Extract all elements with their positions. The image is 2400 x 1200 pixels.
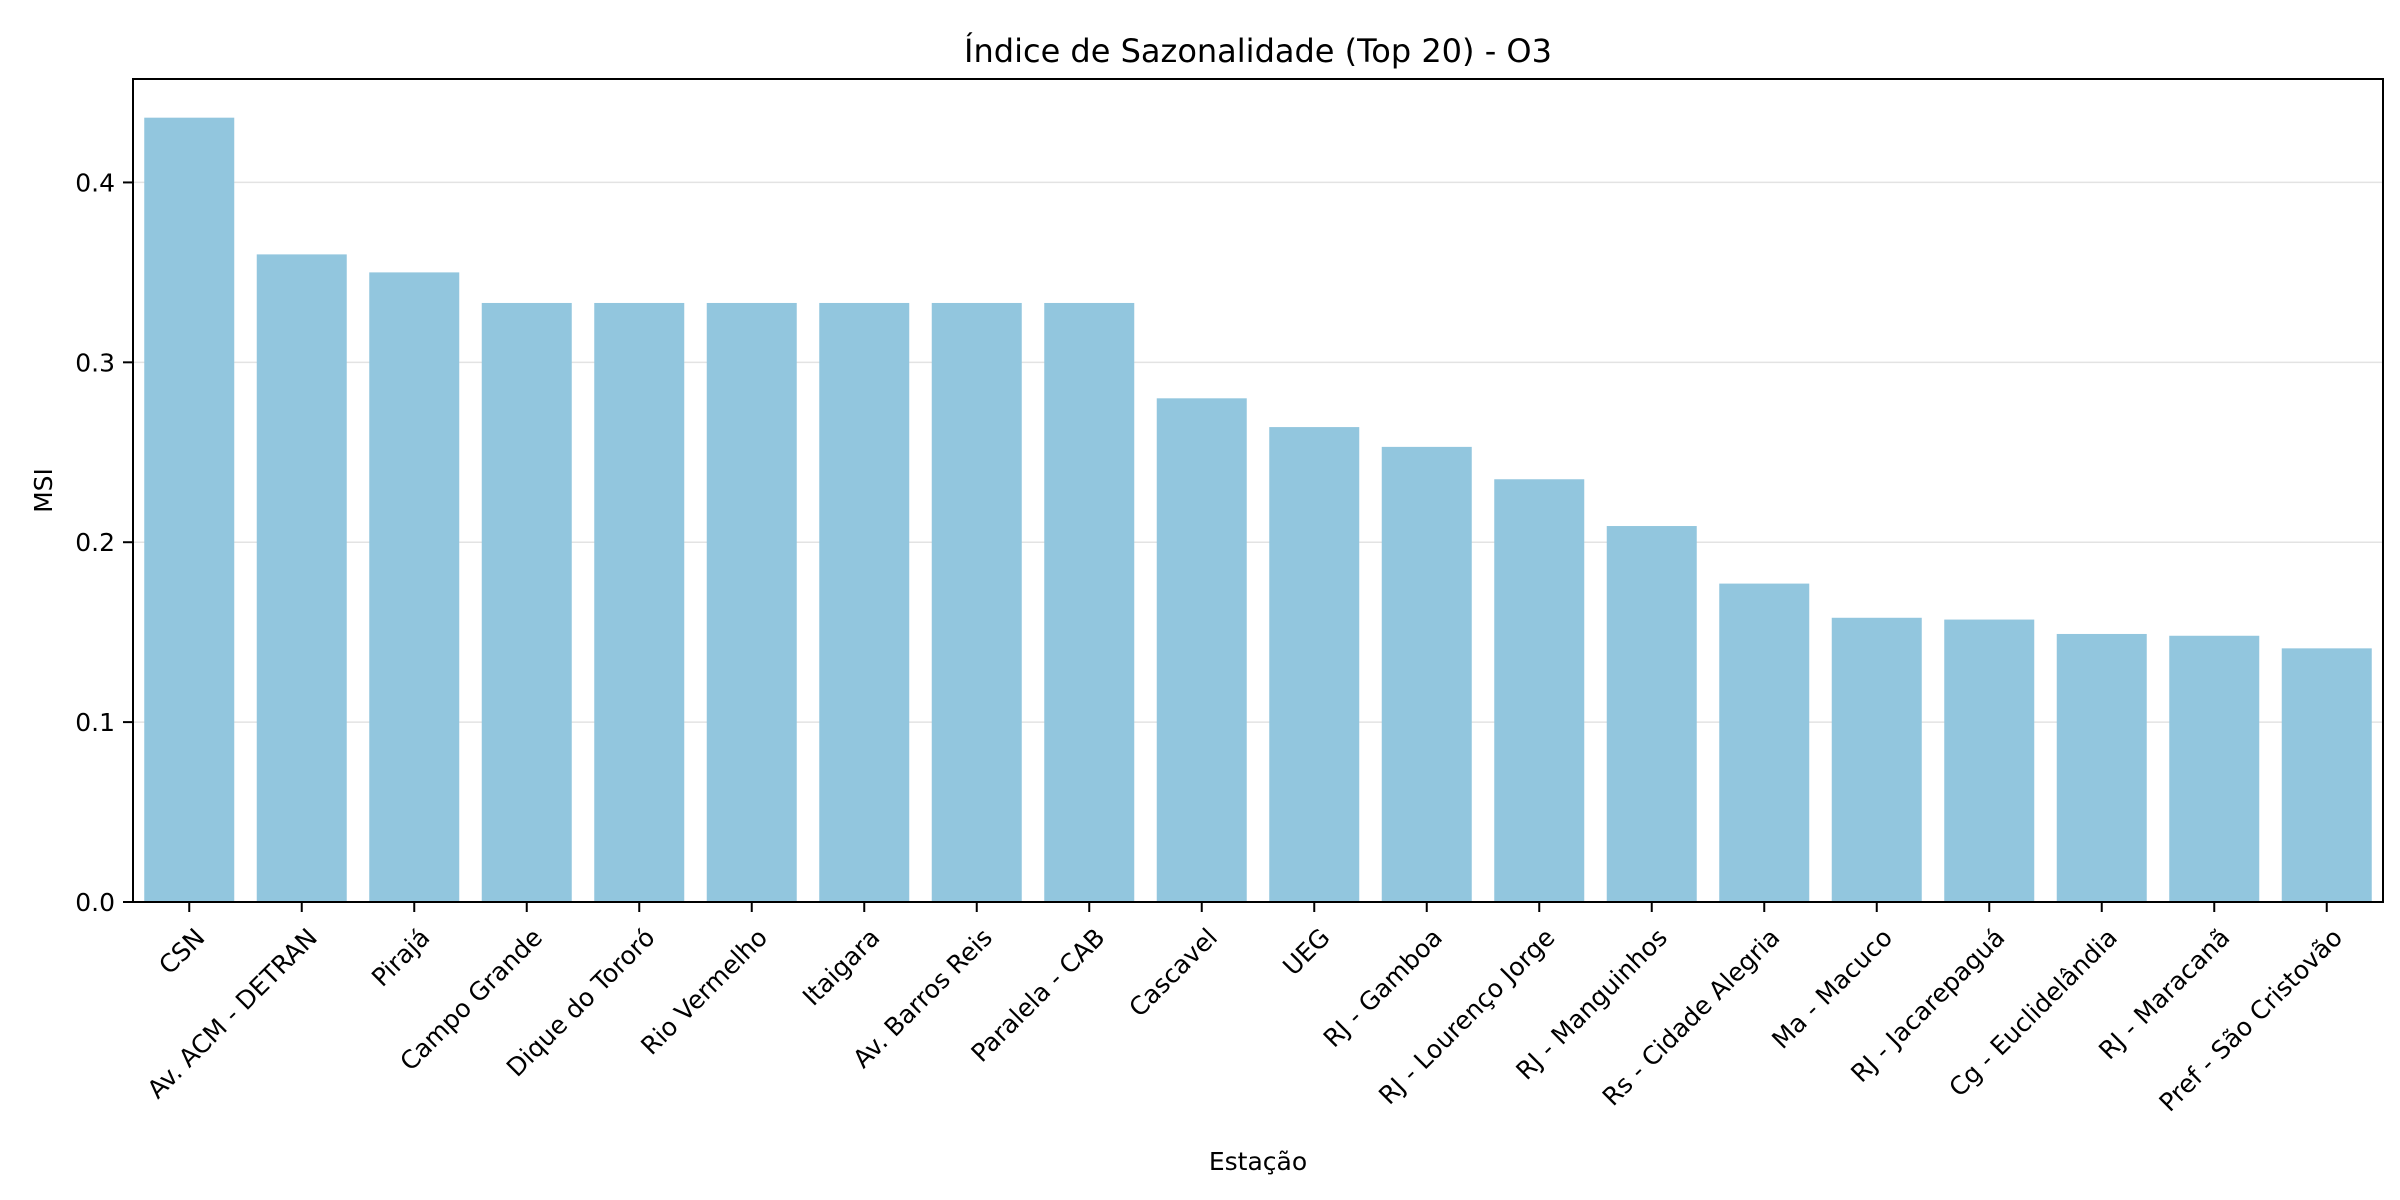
bar [144,117,235,902]
bar [931,302,1022,902]
bar [1156,398,1247,902]
y-tick-label: 0.2 [75,528,115,557]
bar [819,302,910,902]
y-tick-label: 0.1 [75,708,115,737]
bar [2169,635,2260,902]
bar [481,302,572,902]
y-axis-label: MSI [29,468,58,513]
bar [256,254,347,903]
bar [1606,526,1697,902]
y-axis: 0.0 0.1 0.2 0.3 0.4 [75,168,133,917]
bar [1269,427,1360,902]
y-tick-label: 0.0 [75,888,115,917]
bar [1044,302,1135,902]
bar [1494,479,1585,902]
y-tick-label: 0.3 [75,348,115,377]
chart-title: Índice de Sazonalidade (Top 20) - O3 [964,32,1552,70]
bar [369,272,460,902]
plot-frame [132,78,2384,903]
bars [144,117,2372,903]
x-axis-label: Estação [1209,1147,1307,1176]
bar [2056,633,2147,902]
bar [1944,619,2035,902]
bar [2281,648,2372,902]
y-tick-label: 0.4 [75,168,115,197]
bar [1381,446,1472,902]
bar [1831,617,1922,902]
bar [594,302,685,902]
bar [1719,583,1810,902]
bar [706,302,797,902]
